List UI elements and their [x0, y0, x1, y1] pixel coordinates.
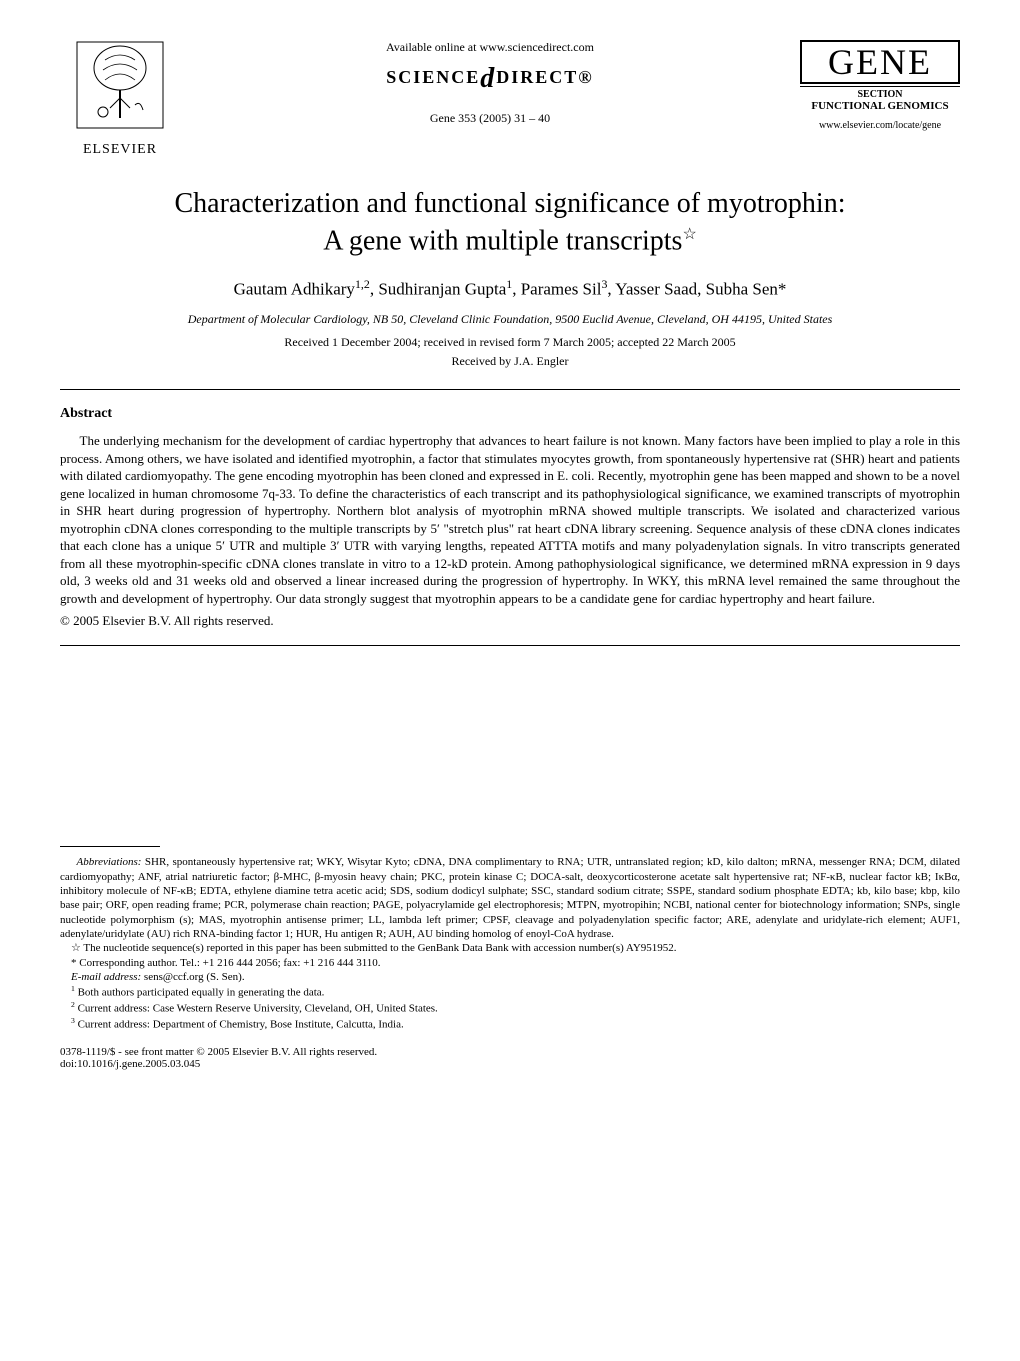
elsevier-tree-icon	[60, 40, 180, 140]
footnote-star: ☆ The nucleotide sequence(s) reported in…	[60, 941, 960, 955]
gene-functional: FUNCTIONAL GENOMICS	[800, 100, 960, 112]
footnote-corresponding: * Corresponding author. Tel.: +1 216 444…	[60, 956, 960, 970]
footnote-1: 1 Both authors participated equally in g…	[60, 984, 960, 1000]
author-2: , Sudhiranjan Gupta	[370, 280, 506, 299]
author-1-sup: 1,2	[355, 277, 370, 291]
front-matter: 0378-1119/$ - see front matter © 2005 El…	[60, 1046, 960, 1058]
fn2-sup: 2	[71, 1000, 75, 1009]
abstract-body: The underlying mechanism for the develop…	[60, 432, 960, 607]
fn1-sup: 1	[71, 984, 75, 993]
fn1-text: Both authors participated equally in gen…	[78, 987, 325, 999]
email-value: sens@ccf.org (S. Sen).	[141, 971, 244, 983]
abstract-heading: Abstract	[60, 406, 960, 422]
title-star-icon: ☆	[682, 226, 696, 243]
article-title-line2: A gene with multiple transcripts☆	[60, 224, 960, 257]
header-row: ELSEVIER Available online at www.science…	[60, 40, 960, 158]
gene-logo: GENE SECTION FUNCTIONAL GENOMICS www.els…	[800, 40, 960, 131]
abbr-label: Abbreviations:	[77, 856, 142, 868]
sciencedirect-right: DIRECT®	[496, 67, 593, 87]
email-label: E-mail address:	[71, 971, 141, 983]
footnote-2: 2 Current address: Case Western Reserve …	[60, 1000, 960, 1016]
gene-url: www.elsevier.com/locate/gene	[800, 120, 960, 131]
rule-bottom	[60, 645, 960, 646]
elsevier-name: ELSEVIER	[60, 142, 180, 158]
sciencedirect-left: SCIENCE	[386, 67, 480, 87]
author-rest: , Yasser Saad, Subha Sen*	[607, 280, 786, 299]
author-3: , Parames Sil	[512, 280, 601, 299]
fn2-text: Current address: Case Western Reserve Un…	[78, 1003, 438, 1015]
fn3-text: Current address: Department of Chemistry…	[78, 1019, 404, 1031]
footnote-email: E-mail address: sens@ccf.org (S. Sen).	[60, 970, 960, 984]
subtitle-text: A gene with multiple transcripts	[323, 225, 682, 256]
abbr-text: SHR, spontaneously hypertensive rat; WKY…	[60, 856, 960, 939]
received-by: Received by J.A. Engler	[60, 354, 960, 369]
rule-top	[60, 389, 960, 390]
available-online: Available online at www.sciencedirect.co…	[180, 40, 800, 55]
gene-section: SECTION	[800, 86, 960, 100]
elsevier-logo: ELSEVIER	[60, 40, 180, 158]
authors: Gautam Adhikary1,2, Sudhiranjan Gupta1, …	[60, 277, 960, 300]
center-header: Available online at www.sciencedirect.co…	[180, 40, 800, 126]
sciencedirect-d-icon: d	[480, 63, 496, 94]
footnote-3: 3 Current address: Department of Chemist…	[60, 1016, 960, 1032]
affiliation: Department of Molecular Cardiology, NB 5…	[60, 312, 960, 327]
dates: Received 1 December 2004; received in re…	[60, 335, 960, 350]
copyright: © 2005 Elsevier B.V. All rights reserved…	[60, 613, 960, 629]
article-title-line1: Characterization and functional signific…	[60, 188, 960, 220]
author-1: Gautam Adhikary	[234, 280, 355, 299]
gene-title: GENE	[800, 40, 960, 84]
doi: doi:10.1016/j.gene.2005.03.045	[60, 1058, 960, 1070]
footer-separator	[60, 846, 160, 847]
journal-reference: Gene 353 (2005) 31 – 40	[180, 111, 800, 126]
abbreviations: Abbreviations: SHR, spontaneously hypert…	[60, 855, 960, 941]
fn3-sup: 3	[71, 1016, 75, 1025]
sciencedirect-logo: SCIENCEdDIRECT®	[180, 63, 800, 95]
